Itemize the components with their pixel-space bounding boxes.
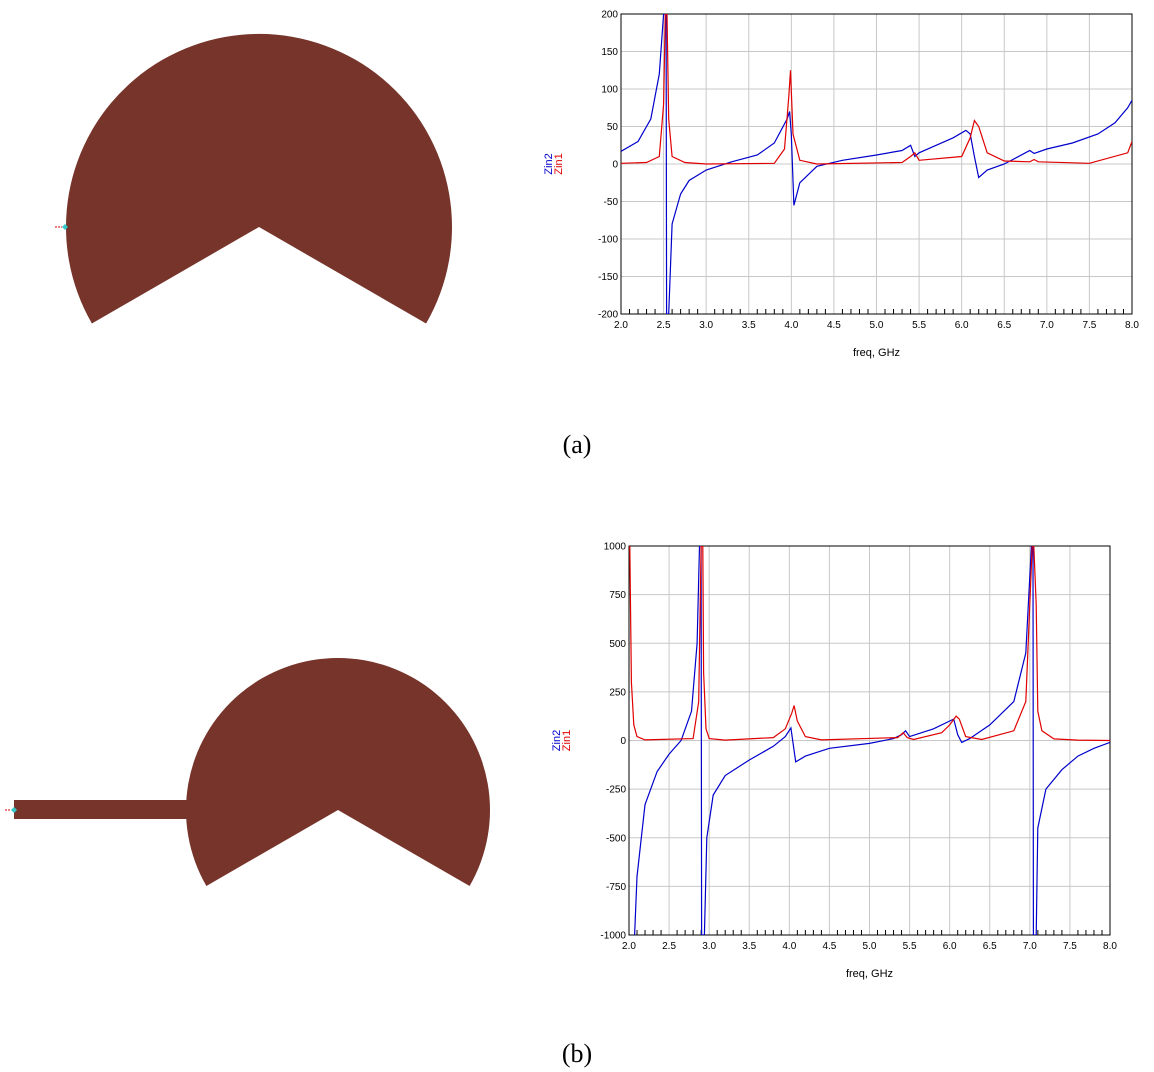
series-line-zin1	[621, 14, 1132, 165]
y-tick-label: 0	[612, 160, 618, 171]
x-axis-label: freq, GHz	[846, 968, 893, 980]
x-tick-label: 7.5	[1082, 320, 1096, 331]
y-tick-label: 750	[609, 590, 626, 601]
y-tick-label: -200	[598, 310, 618, 321]
patch-shape-b	[186, 657, 490, 886]
x-tick-label: 6.5	[983, 941, 997, 952]
legend-label-zin1: Zin1	[561, 730, 573, 751]
x-tick-label: 5.0	[863, 941, 877, 952]
x-tick-label: 5.5	[903, 941, 917, 952]
x-tick-label: 2.5	[657, 320, 671, 331]
x-tick-label: 5.0	[870, 320, 884, 331]
y-tick-label: 250	[609, 687, 626, 698]
y-tick-label: -150	[598, 272, 618, 283]
caption-b: (b)	[562, 1039, 592, 1068]
x-tick-label: 4.0	[784, 320, 798, 331]
patch-shape-a	[65, 33, 452, 324]
x-tick-label: 3.5	[742, 320, 756, 331]
x-tick-label: 5.5	[912, 320, 926, 331]
y-tick-label: 200	[601, 10, 618, 21]
series-line-zin1	[629, 546, 1110, 742]
y-tick-label: 50	[607, 122, 619, 133]
y-tick-label: -250	[606, 785, 626, 796]
x-tick-label: 2.0	[622, 941, 636, 952]
x-tick-label: 7.0	[1040, 320, 1054, 331]
series-line-zin2	[634, 546, 1110, 935]
series-line-zin2	[621, 14, 1132, 314]
x-tick-label: 2.0	[614, 320, 628, 331]
antenna-patch-b	[5, 657, 490, 886]
y-tick-label: -750	[606, 882, 626, 893]
y-tick-label: 150	[601, 47, 618, 58]
feed-line-b	[14, 800, 194, 819]
x-tick-label: 6.0	[943, 941, 957, 952]
y-tick-label: -500	[606, 833, 626, 844]
x-tick-label: 2.5	[662, 941, 676, 952]
legend-label-zin2: Zin2	[551, 730, 563, 751]
x-tick-label: 7.0	[1023, 941, 1037, 952]
x-tick-label: 4.5	[827, 320, 841, 331]
y-tick-label: 100	[601, 85, 618, 96]
impedance-chart-b: 2.0 2.5 3.0 3.5 4.0 4.5 5.0 5.5 6.0 6.5 7.0 7.5 8.0 1…	[551, 542, 1117, 981]
y-tick-label: 500	[609, 639, 626, 650]
legend-label-zin2: Zin2	[543, 153, 555, 174]
x-tick-label: 3.0	[702, 941, 716, 952]
x-tick-label: 4.0	[782, 941, 796, 952]
impedance-chart-a: 2.0 2.5 3.0 3.5 4.0 4.5 5.0 5.5 6.0 6.5 7.0 7.5 8.0 2…	[543, 10, 1139, 360]
y-tick-label: -100	[598, 235, 618, 246]
plot-frame	[620, 13, 1133, 315]
y-tick-label: 1000	[604, 542, 627, 553]
x-tick-label: 8.0	[1103, 941, 1117, 952]
legend-label-zin1: Zin1	[553, 153, 565, 174]
y-tick-label: 0	[620, 736, 626, 747]
x-tick-label: 6.0	[955, 320, 969, 331]
antenna-patch-a	[55, 33, 452, 324]
x-tick-label: 8.0	[1125, 320, 1139, 331]
x-tick-label: 6.5	[997, 320, 1011, 331]
port-diamond-a	[62, 224, 68, 230]
x-tick-label: 4.5	[822, 941, 836, 952]
x-axis-label: freq, GHz	[853, 347, 900, 359]
port-diamond-b	[11, 807, 17, 813]
grid	[620, 13, 1133, 315]
y-tick-label: -50	[604, 197, 619, 208]
port-marker-a	[55, 224, 68, 230]
y-tick-label: -1000	[600, 931, 626, 942]
port-marker-b	[5, 807, 17, 813]
caption-a: (a)	[563, 430, 592, 459]
x-tick-label: 3.0	[699, 320, 713, 331]
minor-ticks	[629, 309, 1124, 314]
minor-ticks	[636, 930, 1103, 935]
x-tick-label: 7.5	[1063, 941, 1077, 952]
x-tick-label: 3.5	[742, 941, 756, 952]
